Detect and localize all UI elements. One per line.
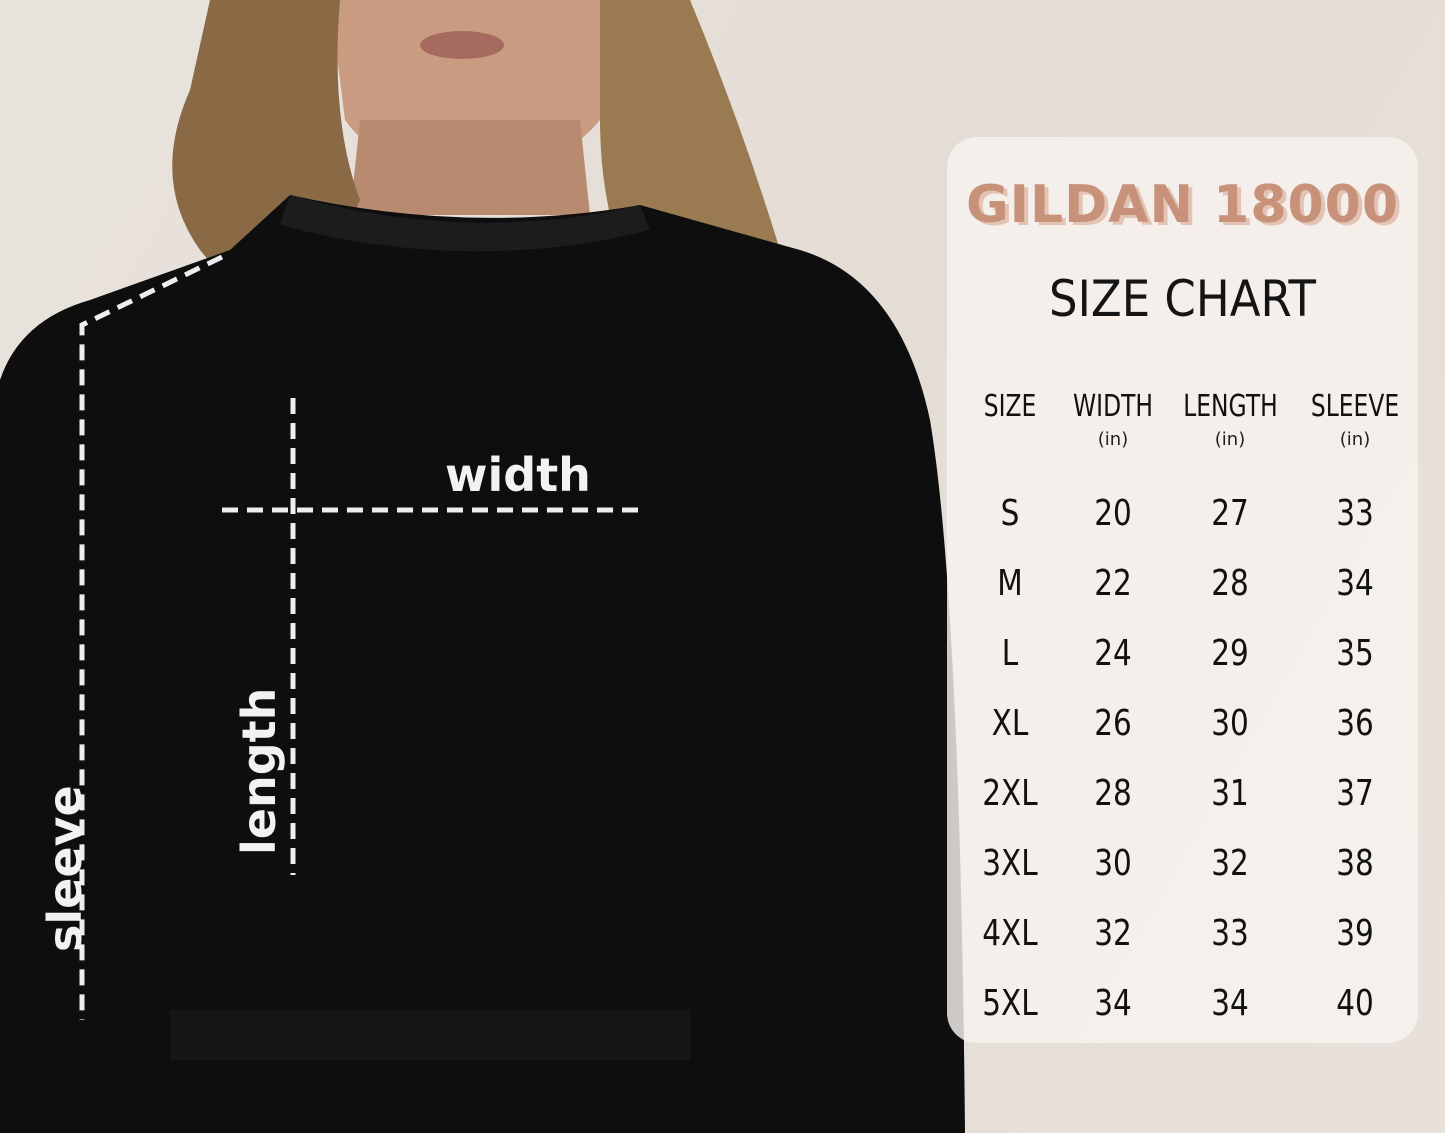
- column-header: SIZE: [983, 389, 1037, 424]
- size-chart-panel: GILDAN 18000 SIZE CHART SIZE WIDTH (in) LEN…: [947, 137, 1418, 1043]
- measurement-cell: 31: [1211, 773, 1249, 814]
- size-cell: 5XL: [982, 983, 1038, 1024]
- measurement-cell: 34: [1336, 563, 1374, 604]
- measurement-cell: 39: [1336, 913, 1374, 954]
- measurement-cell: 30: [1094, 843, 1132, 884]
- measurement-cell: 34: [1211, 983, 1249, 1024]
- width-label: width: [445, 448, 591, 502]
- column-header: LENGTH: [1183, 389, 1278, 424]
- column-header: WIDTH: [1073, 389, 1153, 424]
- measurement-cell: 34: [1094, 983, 1132, 1024]
- measurement-cell: 28: [1094, 773, 1132, 814]
- column-unit: (in): [1214, 429, 1246, 450]
- measurement-cell: 26: [1094, 703, 1132, 744]
- model-lips: [420, 31, 504, 59]
- sweatshirt-waistband: [170, 1010, 690, 1060]
- sweatshirt: [0, 195, 965, 1133]
- measurement-cell: 32: [1211, 843, 1249, 884]
- column-header: SLEEVE: [1310, 389, 1400, 424]
- model-neck: [350, 120, 590, 215]
- measurement-cell: 29: [1211, 633, 1249, 674]
- measurement-cell: 33: [1336, 493, 1374, 534]
- column-unit: (in): [1339, 429, 1371, 450]
- sweatshirt-collar: [280, 195, 650, 252]
- measurement-cell: 33: [1211, 913, 1249, 954]
- size-cell: XL: [991, 703, 1029, 744]
- measurement-cell: 22: [1094, 563, 1132, 604]
- size-cell: M: [997, 563, 1023, 604]
- chart-subtitle: SIZE CHART: [1049, 270, 1316, 328]
- measurement-cell: 30: [1211, 703, 1249, 744]
- measurement-cell: 32: [1094, 913, 1132, 954]
- size-cell: S: [1000, 493, 1020, 534]
- measurement-cell: 37: [1336, 773, 1374, 814]
- measurement-cell: 36: [1336, 703, 1374, 744]
- measurement-cell: 38: [1336, 843, 1374, 884]
- sleeve-label: sleeve: [38, 785, 92, 952]
- measurement-cell: 35: [1336, 633, 1374, 674]
- sleeve-measure-line: [79, 254, 224, 1020]
- measurement-cell: 20: [1094, 493, 1132, 534]
- size-cell: 3XL: [982, 843, 1038, 884]
- size-cell: 4XL: [982, 913, 1038, 954]
- measurement-cell: 40: [1336, 983, 1374, 1024]
- length-label: length: [232, 687, 286, 855]
- column-unit: (in): [1097, 429, 1129, 450]
- measurement-cell: 27: [1211, 493, 1249, 534]
- size-cell: 2XL: [982, 773, 1038, 814]
- size-cell: L: [1001, 633, 1019, 674]
- measurement-cell: 28: [1211, 563, 1249, 604]
- measurement-cell: 24: [1094, 633, 1132, 674]
- chart-title: GILDAN 18000: [965, 175, 1400, 235]
